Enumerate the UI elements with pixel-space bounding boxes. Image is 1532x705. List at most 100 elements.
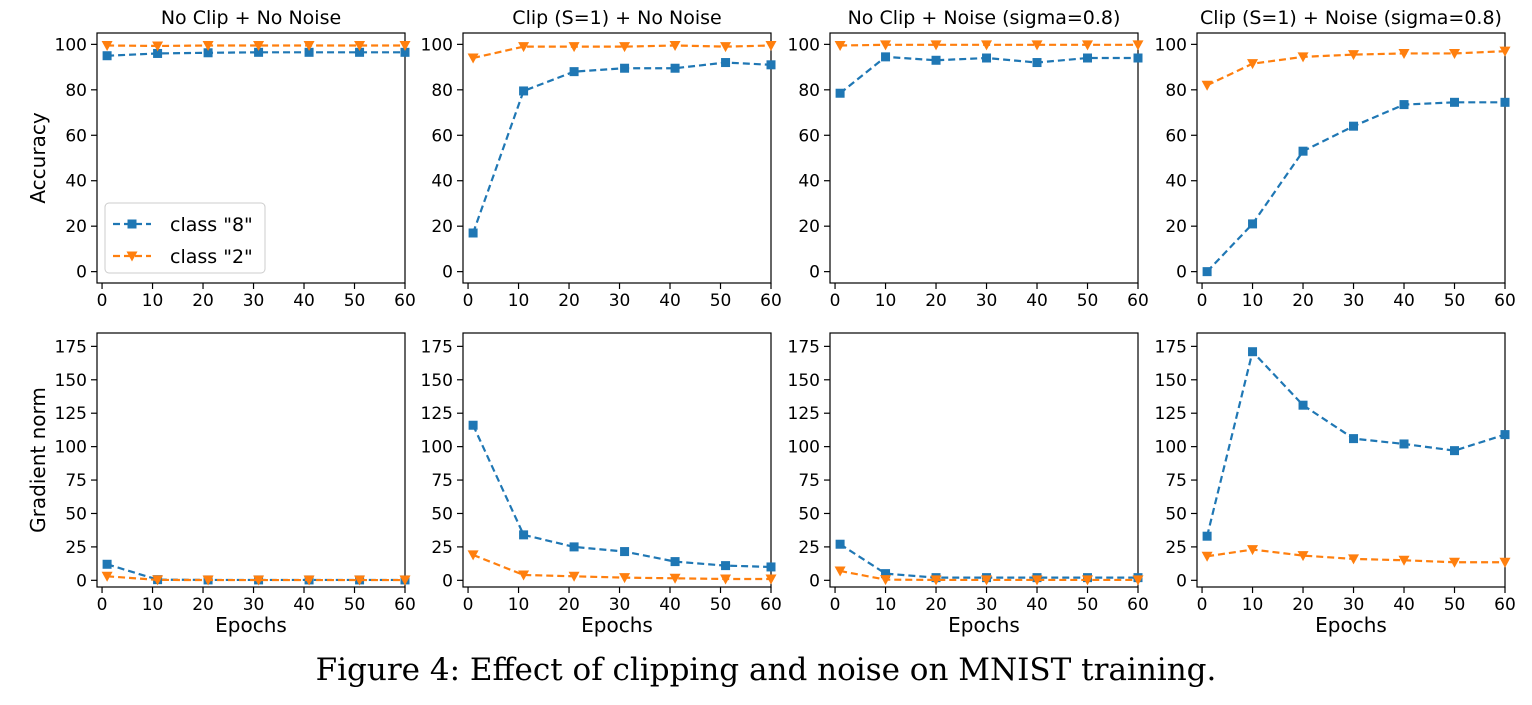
x-tick-label: 20 (192, 595, 214, 615)
axes-frame (1196, 32, 1506, 284)
data-point-class2 (1449, 48, 1461, 59)
data-point-class8 (153, 48, 163, 58)
x-tick-label: 60 (760, 595, 782, 615)
y-tick-label: 50 (431, 504, 453, 524)
x-tick-label: 40 (293, 291, 315, 311)
y-tick-label: 60 (431, 126, 453, 146)
x-tick-label: 20 (558, 595, 580, 615)
x-tick-label: 30 (1343, 595, 1365, 615)
data-point-class8 (1202, 531, 1212, 541)
data-point-class2 (467, 550, 479, 561)
x-axis-label: Epochs (215, 613, 287, 637)
x-tick-label: 40 (1393, 291, 1415, 311)
series-line-class8 (472, 424, 772, 569)
y-tick-label: 60 (1165, 126, 1187, 146)
axes-frame (829, 332, 1139, 588)
y-tick-label: 50 (798, 504, 820, 524)
data-point-class2 (354, 575, 366, 586)
data-point-class8 (569, 67, 579, 77)
y-tick-label: 0 (809, 263, 820, 283)
data-point-class8 (1399, 439, 1409, 449)
data-point-class2 (981, 575, 993, 586)
x-tick-label: 40 (293, 595, 315, 615)
data-point-class2 (619, 573, 631, 584)
data-point-class2 (1348, 554, 1360, 565)
data-point-class2 (152, 41, 164, 52)
data-point-class2 (765, 41, 777, 51)
data-point-class2 (303, 575, 315, 586)
data-point-class8 (881, 569, 891, 579)
y-tick-label: 150 (1155, 371, 1187, 391)
x-tick-label: 50 (710, 291, 732, 311)
data-point-class8 (519, 86, 529, 96)
x-tick-label: 60 (760, 291, 782, 311)
data-point-class8 (519, 530, 529, 540)
legend-marker-class8 (127, 219, 137, 229)
legend-marker-class2 (126, 251, 138, 262)
data-point-class8 (766, 562, 776, 572)
data-point-class2 (101, 41, 113, 51)
axes-frame (462, 32, 772, 284)
x-tick-label: 0 (97, 595, 108, 615)
y-tick-label: 125 (788, 404, 820, 424)
panel-7: 0 10 20 30 40 50 60 0 25 50 75 100 125 150 175 Epochs (788, 332, 1149, 637)
y-tick-label: 125 (1155, 404, 1187, 424)
x-tick-label: 40 (1026, 595, 1048, 615)
x-tick-label: 10 (875, 291, 897, 311)
x-tick-label: 60 (1127, 291, 1149, 311)
x-tick-label: 30 (976, 595, 998, 615)
x-tick-label: 50 (1444, 291, 1466, 311)
data-point-class8 (304, 47, 314, 57)
y-tick-label: 150 (55, 371, 87, 391)
y-tick-label: 100 (421, 35, 453, 55)
data-point-class2 (354, 41, 366, 51)
series-line-class2 (1206, 50, 1506, 87)
data-point-class8 (931, 55, 941, 65)
data-point-class8 (881, 52, 891, 62)
x-tick-label: 20 (925, 595, 947, 615)
y-tick-label: 40 (1165, 172, 1187, 192)
data-point-class2 (1247, 545, 1259, 556)
y-tick-label: 100 (55, 35, 87, 55)
x-tick-label: 30 (243, 291, 265, 311)
data-point-class8 (468, 420, 478, 430)
y-tick-label: 175 (1155, 337, 1187, 357)
data-point-class8 (1248, 347, 1258, 357)
y-tick-label: 0 (809, 571, 820, 591)
data-point-class2 (399, 575, 411, 586)
x-tick-label: 10 (142, 291, 164, 311)
x-tick-label: 30 (609, 291, 631, 311)
x-tick-label: 20 (1292, 595, 1314, 615)
data-point-class2 (765, 574, 777, 585)
data-point-class8 (102, 559, 112, 569)
data-point-class2 (1499, 557, 1511, 568)
x-tick-label: 50 (344, 291, 366, 311)
x-tick-label: 60 (1494, 291, 1516, 311)
y-tick-label: 60 (798, 126, 820, 146)
y-tick-label: 25 (1165, 538, 1187, 558)
y-tick-label: 25 (798, 538, 820, 558)
y-tick-label: 0 (76, 263, 87, 283)
data-point-class8 (982, 53, 992, 63)
data-point-class2 (1031, 575, 1043, 586)
data-point-class8 (620, 63, 630, 73)
y-tick-label: 75 (65, 471, 87, 491)
data-point-class2 (1201, 80, 1213, 91)
data-point-class2 (1132, 575, 1144, 586)
data-point-class2 (303, 41, 315, 51)
x-axis-label: Epochs (581, 613, 653, 637)
data-point-class2 (834, 566, 846, 577)
data-point-class2 (1247, 59, 1259, 70)
data-point-class8 (721, 561, 731, 571)
y-tick-label: 60 (65, 126, 87, 146)
data-point-class2 (518, 42, 530, 53)
y-tick-label: 100 (788, 35, 820, 55)
figure-caption: Figure 4: Effect of clipping and noise o… (315, 652, 1217, 688)
data-point-class2 (1082, 575, 1094, 586)
data-point-class2 (981, 40, 993, 51)
data-point-class2 (1398, 48, 1410, 59)
data-point-class2 (518, 570, 530, 581)
data-point-class2 (253, 575, 265, 586)
y-tick-label: 40 (65, 172, 87, 192)
